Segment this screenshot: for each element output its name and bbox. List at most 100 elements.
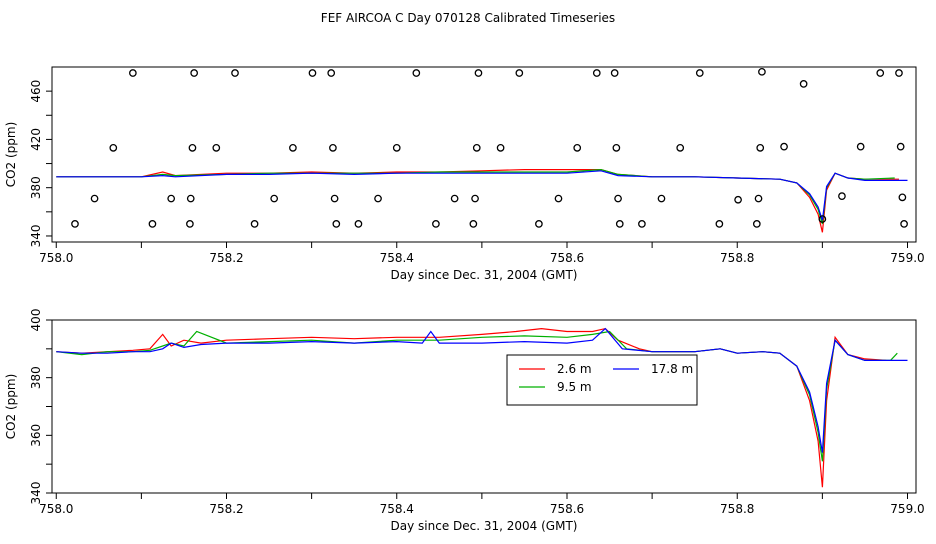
data-point: [327, 69, 336, 77]
x-axis-label: Day since Dec. 31, 2004 (GMT): [391, 268, 578, 282]
data-point: [780, 142, 788, 151]
x-tick-label: 758.8: [720, 251, 754, 265]
series-line-9-5-m: [56, 168, 895, 225]
data-point: [450, 194, 459, 203]
data-point: [676, 144, 685, 152]
data-point: [856, 142, 865, 151]
data-point: [573, 144, 582, 152]
data-point: [898, 193, 907, 202]
data-point: [109, 144, 118, 152]
data-point: [612, 144, 621, 152]
x-tick-label: 759.0: [890, 502, 924, 516]
y-tick-label: 380: [29, 366, 43, 389]
data-point: [715, 220, 724, 228]
x-tick-label: 758.0: [39, 251, 73, 265]
data-point: [186, 220, 194, 228]
x-tick-label: 758.6: [550, 251, 584, 265]
x-tick-label: 758.2: [209, 251, 243, 265]
y-tick-label: 360: [29, 424, 43, 447]
series-line-17-8-m: [56, 327, 908, 453]
data-point: [754, 194, 763, 203]
data-point: [895, 69, 903, 77]
data-point: [90, 194, 99, 203]
data-point: [186, 194, 195, 203]
y-tick-label: 460: [29, 80, 43, 103]
data-point: [231, 69, 239, 77]
data-point: [329, 144, 337, 152]
plot-frame: [51, 66, 917, 243]
x-tick-label: 758.4: [380, 502, 414, 516]
legend: 2.6 m 9.5 m 17.8 m: [506, 354, 698, 406]
data-point: [695, 69, 704, 77]
data-point: [896, 142, 905, 151]
data-point: [758, 67, 766, 76]
data-point: [472, 144, 481, 152]
y-tick-label: 420: [29, 128, 43, 151]
x-tick-label: 758.6: [550, 502, 584, 516]
data-point: [799, 80, 808, 88]
data-point: [374, 194, 382, 203]
legend-label: 2.6 m: [557, 362, 592, 376]
data-point: [308, 69, 317, 77]
data-point: [554, 194, 563, 203]
y-axis-label: CO2 (ppm): [4, 374, 18, 440]
chart-panel-2: 758.0 758.2 758.4 758.6 758.8 759.0 340 360 380 4…: [4, 309, 925, 533]
data-point: [332, 220, 341, 228]
x-tick-label: 758.8: [720, 502, 754, 516]
data-point: [734, 195, 742, 204]
data-point: [354, 220, 363, 228]
data-point: [756, 144, 765, 152]
x-tick-label: 758.0: [39, 502, 73, 516]
data-point: [188, 144, 197, 152]
data-point: [614, 194, 622, 203]
data-point: [190, 69, 199, 77]
chart-panel-1: 758.0 758.2 758.4 758.6 758.8 759.0 340 380 420 4…: [4, 66, 925, 282]
data-point: [212, 144, 221, 152]
data-point: [610, 69, 619, 77]
series-line-2-6-m: [56, 327, 887, 488]
data-point: [474, 69, 483, 77]
data-point: [496, 144, 505, 152]
data-point: [471, 194, 479, 203]
legend-label: 9.5 m: [557, 380, 592, 394]
y-axis-label: CO2 (ppm): [4, 122, 18, 188]
data-point: [469, 220, 478, 228]
x-tick-label: 758.4: [380, 251, 414, 265]
data-point: [535, 220, 543, 228]
data-point: [330, 194, 339, 203]
x-tick-label: 759.0: [890, 251, 924, 265]
data-point: [900, 220, 908, 228]
data-point: [129, 69, 137, 77]
series-line-17-8-m: [56, 170, 908, 221]
x-tick-label: 758.2: [209, 502, 243, 516]
x-axis-label: Day since Dec. 31, 2004 (GMT): [391, 519, 578, 533]
data-point: [876, 69, 885, 77]
y-tick-label: 340: [29, 225, 43, 248]
data-point: [838, 192, 846, 200]
legend-label: 17.8 m: [651, 362, 693, 376]
data-point: [412, 69, 421, 77]
y-tick-label: 380: [29, 176, 43, 199]
data-point: [638, 220, 646, 228]
data-point: [752, 220, 761, 228]
y-tick-label: 340: [29, 482, 43, 505]
series-line-9-5-m: [56, 330, 898, 462]
data-point: [270, 194, 279, 203]
data-point: [392, 144, 401, 152]
y-tick-label: 400: [29, 309, 43, 332]
data-point: [432, 220, 440, 228]
data-point: [657, 194, 666, 203]
data-point: [71, 220, 79, 228]
data-point: [592, 69, 601, 77]
data-point: [818, 215, 827, 223]
data-point: [250, 220, 259, 228]
data-point: [289, 144, 297, 152]
chart-title: FEF AIRCOA C Day 070128 Calibrated Times…: [321, 11, 615, 25]
data-point: [515, 69, 524, 77]
legend-box: [506, 354, 698, 406]
data-point: [615, 220, 624, 228]
data-point: [148, 220, 157, 228]
data-point: [167, 194, 176, 203]
